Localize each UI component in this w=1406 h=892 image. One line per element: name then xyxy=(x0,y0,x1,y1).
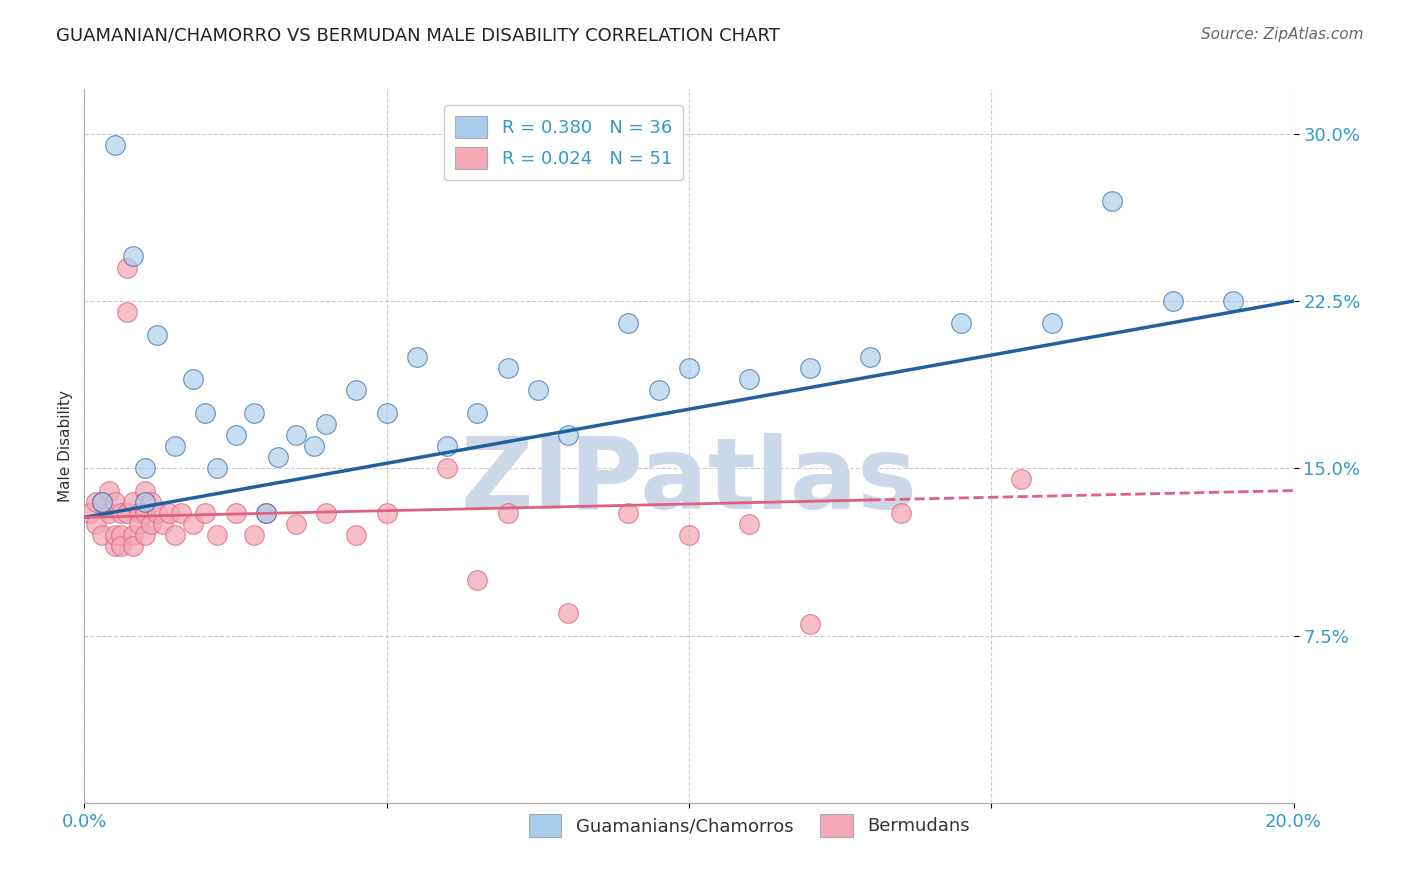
Point xyxy=(375,506,398,520)
Point xyxy=(115,305,138,319)
Point xyxy=(799,617,821,632)
Point xyxy=(115,506,138,520)
Point xyxy=(1222,293,1244,308)
Text: ZIPatlas: ZIPatlas xyxy=(461,434,917,530)
Point xyxy=(496,506,519,520)
Point xyxy=(346,384,368,398)
Point xyxy=(194,405,217,419)
Point xyxy=(128,506,150,520)
Point xyxy=(254,506,277,520)
Point xyxy=(557,607,579,621)
Point xyxy=(1011,473,1033,487)
Point xyxy=(134,528,156,542)
Point xyxy=(242,405,264,419)
Point xyxy=(302,439,325,453)
Point xyxy=(467,573,489,587)
Point xyxy=(194,506,217,520)
Point xyxy=(436,461,458,475)
Point xyxy=(110,528,132,542)
Point xyxy=(170,506,193,520)
Point xyxy=(242,528,264,542)
Point xyxy=(859,350,882,364)
Point xyxy=(165,528,187,542)
Point xyxy=(181,516,204,531)
Point xyxy=(139,516,162,531)
Point xyxy=(496,360,519,375)
Point xyxy=(134,506,156,520)
Text: Source: ZipAtlas.com: Source: ZipAtlas.com xyxy=(1201,27,1364,42)
Point xyxy=(617,316,640,330)
Point xyxy=(134,461,156,475)
Point xyxy=(121,494,143,508)
Point xyxy=(139,494,162,508)
Point xyxy=(1101,194,1123,208)
Point xyxy=(121,539,143,553)
Point xyxy=(97,483,120,498)
Point xyxy=(134,494,156,508)
Point xyxy=(285,427,308,442)
Point xyxy=(104,494,127,508)
Point xyxy=(648,384,671,398)
Point xyxy=(110,506,132,520)
Point xyxy=(91,494,114,508)
Point xyxy=(436,439,458,453)
Point xyxy=(1161,293,1184,308)
Point xyxy=(104,137,127,152)
Point xyxy=(315,417,337,431)
Point xyxy=(207,461,229,475)
Y-axis label: Male Disability: Male Disability xyxy=(58,390,73,502)
Point xyxy=(86,516,108,531)
Point xyxy=(146,506,169,520)
Point xyxy=(1040,316,1063,330)
Point xyxy=(799,360,821,375)
Point xyxy=(527,384,550,398)
Point xyxy=(254,506,277,520)
Point xyxy=(557,427,579,442)
Point xyxy=(104,528,127,542)
Point xyxy=(157,506,180,520)
Point xyxy=(181,372,204,386)
Point xyxy=(678,528,700,542)
Point xyxy=(225,427,247,442)
Point xyxy=(91,528,114,542)
Point xyxy=(86,494,108,508)
Point xyxy=(152,516,174,531)
Point xyxy=(617,506,640,520)
Point xyxy=(678,360,700,375)
Point xyxy=(110,539,132,553)
Point xyxy=(128,516,150,531)
Point xyxy=(146,327,169,342)
Point xyxy=(165,439,187,453)
Point xyxy=(207,528,229,542)
Legend: Guamanians/Chamorros, Bermudans: Guamanians/Chamorros, Bermudans xyxy=(522,807,977,844)
Point xyxy=(467,405,489,419)
Point xyxy=(890,506,912,520)
Point xyxy=(97,506,120,520)
Point xyxy=(225,506,247,520)
Point xyxy=(406,350,429,364)
Point xyxy=(285,516,308,531)
Point xyxy=(134,483,156,498)
Point xyxy=(267,450,290,464)
Point xyxy=(375,405,398,419)
Point xyxy=(738,516,761,531)
Point xyxy=(346,528,368,542)
Point xyxy=(104,539,127,553)
Point xyxy=(950,316,973,330)
Point xyxy=(738,372,761,386)
Point xyxy=(115,260,138,275)
Point xyxy=(121,249,143,264)
Point xyxy=(121,528,143,542)
Point xyxy=(91,494,114,508)
Point xyxy=(315,506,337,520)
Text: GUAMANIAN/CHAMORRO VS BERMUDAN MALE DISABILITY CORRELATION CHART: GUAMANIAN/CHAMORRO VS BERMUDAN MALE DISA… xyxy=(56,27,780,45)
Point xyxy=(79,506,101,520)
